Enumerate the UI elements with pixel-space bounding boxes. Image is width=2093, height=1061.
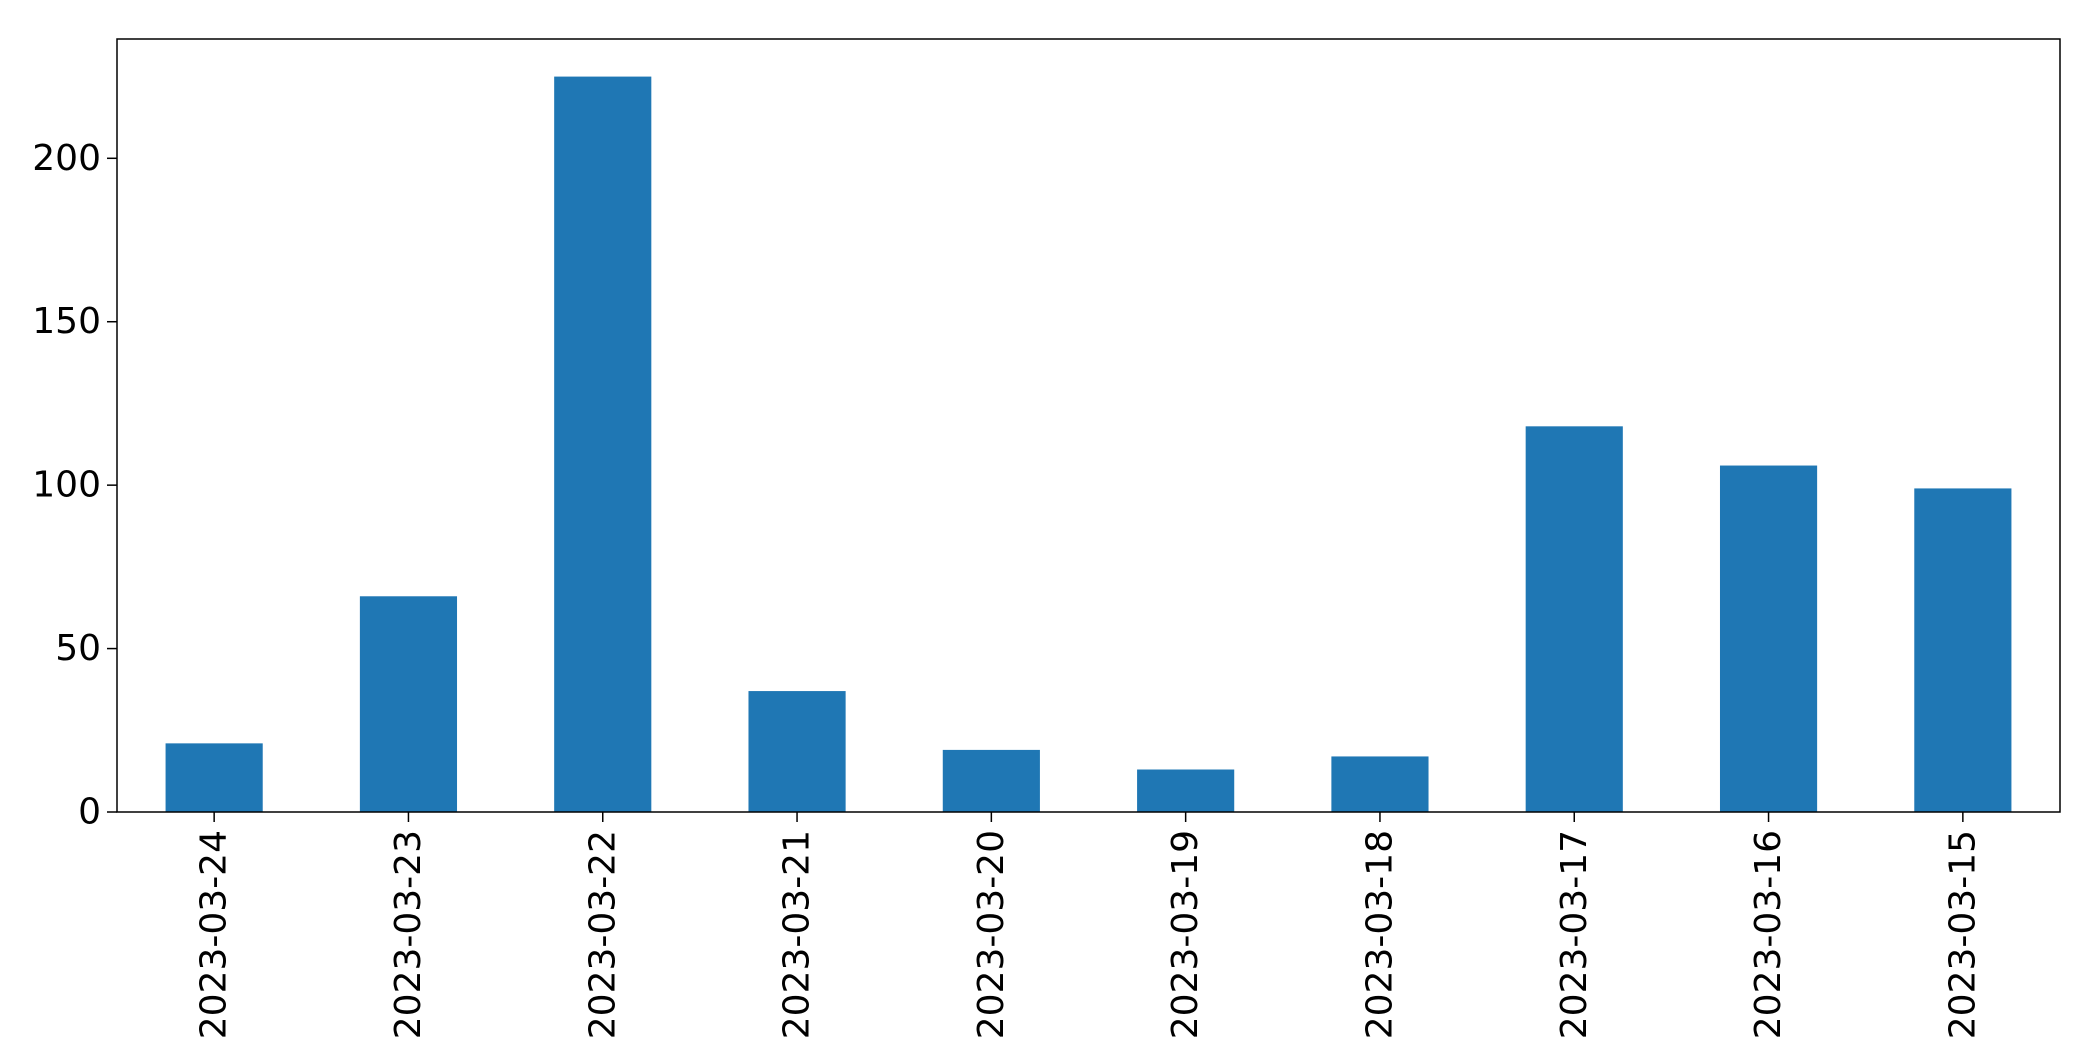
- x-tick-label: 2023-03-15: [1942, 830, 1983, 1039]
- y-tick-label: 200: [32, 138, 101, 179]
- x-tick-label: 2023-03-16: [1748, 830, 1789, 1039]
- x-tick-label: 2023-03-18: [1359, 830, 1400, 1039]
- x-tick-label: 2023-03-19: [1165, 830, 1206, 1039]
- y-tick-label: 150: [32, 301, 101, 342]
- bar-2023-03-22: [554, 76, 652, 813]
- bar-2023-03-21: [748, 691, 846, 812]
- x-tick-label: 2023-03-17: [1554, 830, 1595, 1039]
- bar-2023-03-18: [1331, 756, 1429, 812]
- y-tick-label: 50: [55, 628, 101, 669]
- x-tick-label: 2023-03-21: [777, 830, 818, 1039]
- x-axis: 2023-03-24 2023-03-23 2023-03-22 2023-03-21…: [194, 812, 1983, 1039]
- y-tick-label: 100: [32, 465, 101, 506]
- x-tick-label: 2023-03-22: [582, 830, 623, 1039]
- bar-2023-03-15: [1914, 488, 2012, 812]
- x-tick-label: 2023-03-23: [388, 830, 429, 1039]
- plot-frame: [116, 38, 2061, 813]
- bars-layer: [165, 76, 2012, 813]
- bar-2023-03-24: [165, 743, 263, 812]
- bar-2023-03-19: [1137, 769, 1235, 812]
- y-axis: 0 50 100 150 200: [32, 138, 117, 833]
- y-tick-label: 0: [78, 792, 101, 833]
- x-tick-label: 2023-03-20: [971, 830, 1012, 1039]
- bar-2023-03-17: [1525, 426, 1623, 812]
- bar-2023-03-16: [1719, 465, 1818, 812]
- x-tick-label: 2023-03-24: [194, 830, 235, 1039]
- bar-2023-03-20: [942, 749, 1040, 812]
- bar-2023-03-23: [359, 596, 458, 812]
